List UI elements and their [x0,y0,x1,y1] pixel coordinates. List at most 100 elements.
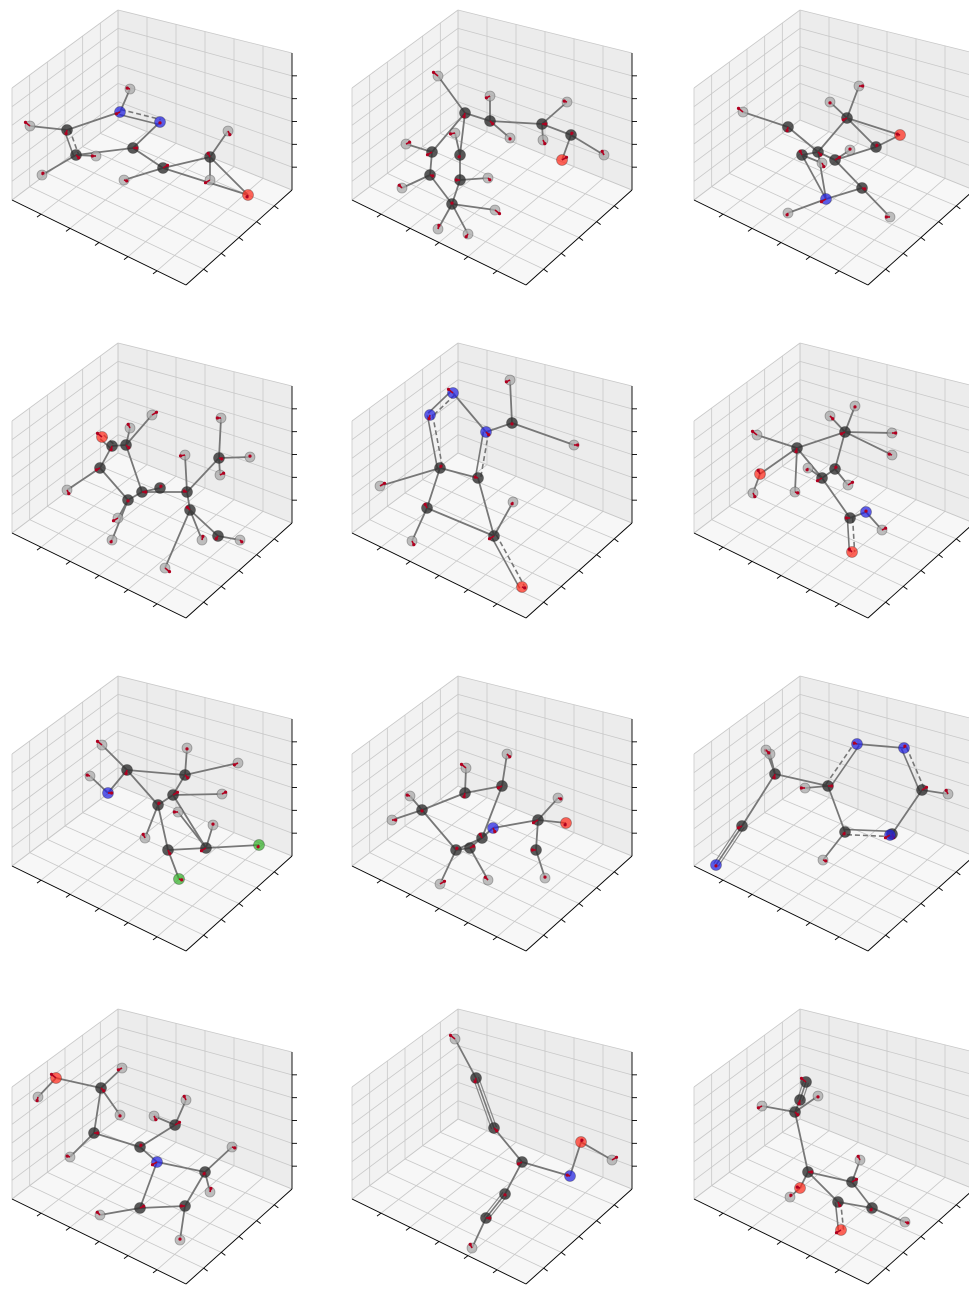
bond-aromatic [120,108,161,121]
bond [186,457,220,493]
bond [429,174,453,205]
force-arrow-head [472,844,476,848]
force-arrow-head [504,380,508,384]
force-arrow-head [795,1185,799,1189]
force-arrow-head [544,122,548,126]
bond [184,454,188,493]
force-arrow-head [144,490,148,494]
force-arrow-head [576,443,580,447]
pane-floor [352,786,632,951]
force-arrow-head [491,122,495,126]
axis-edges [11,1052,297,1285]
bond [379,467,441,487]
force-arrow-head [847,547,851,551]
force-arrow-head [65,1154,69,1158]
force-arrow-head [248,454,252,458]
force-arrow-head [220,457,224,461]
force-arrow-head [883,836,888,840]
bond [184,762,239,776]
force-arrow-head [819,153,823,157]
bond [431,112,466,153]
molecule-plot-11 [351,1008,637,1285]
force-arrow-head [924,785,929,789]
force-arrow-head [431,174,435,178]
bond [475,1077,495,1129]
bond [209,156,249,196]
force-arrow-head [861,84,865,88]
force-arrow-head [562,99,566,103]
force-arrow-head [224,790,228,794]
molecule-plot-7 [11,675,297,952]
force-arrow-head [215,416,219,420]
pane-floor [12,120,292,285]
bond [75,147,134,156]
force-arrow-head [228,133,232,137]
plot-panel-6 [682,333,969,623]
bond [29,125,68,131]
force-arrow-head [95,431,100,435]
force-arrow-head [842,832,846,836]
force-arrow-head [753,495,757,499]
force-arrow-head [186,776,190,780]
force-arrow-head [175,790,180,794]
force-arrow-head [95,1210,99,1214]
force-arrow-head [530,848,534,852]
bond [126,769,159,806]
force-arrow-head [412,543,416,547]
force-arrow-head [839,432,843,436]
bond [93,1132,141,1148]
bond [123,167,164,181]
force-arrow-head [85,773,89,777]
bond [427,390,452,414]
force-arrow-head [854,1177,859,1181]
force-arrow-head [109,540,113,544]
force-arrow-head [64,132,68,136]
force-arrow-head [884,526,888,530]
force-arrow-head [125,179,129,183]
bond-aromatic [851,517,856,552]
atoms [756,1076,911,1236]
pane-floor [12,453,292,618]
force-arrow-head [154,410,159,414]
bond [101,744,128,771]
bond [139,1124,176,1148]
force-arrow-head [810,1170,814,1174]
bond [846,117,877,148]
bond [132,121,161,149]
bond [787,126,819,153]
force-arrow-head [834,1231,839,1235]
force-arrow-head [211,822,215,826]
bond [437,75,466,114]
bond [834,159,863,189]
force-arrow-head [736,826,740,830]
force-arrow-head [462,115,466,119]
bond [794,1111,809,1173]
bond [474,431,485,478]
plot-panel-12 [682,999,969,1289]
force-arrow-head [150,1163,155,1167]
bond [759,447,798,475]
bond [487,1195,508,1220]
bond [426,467,441,509]
force-arrow-head [96,1131,100,1135]
force-arrow-head [182,489,186,493]
force-arrow-head [772,776,776,780]
bonds [713,742,949,867]
axis-edges [11,53,297,286]
force-arrow-head [844,516,848,520]
force-arrow-head [543,142,547,146]
force-arrow-head [125,86,129,90]
force-arrow-head [789,1193,793,1197]
force-arrow-head [232,763,236,767]
force-arrow-head [819,200,824,204]
force-arrow-head [497,212,502,216]
axis-edges [351,53,637,286]
force-arrow-head [448,1033,453,1037]
bond [55,1077,102,1089]
force-arrow-head [240,540,244,544]
molecule-plot-5 [351,342,637,619]
bond [459,112,466,156]
force-arrow-head [420,809,424,813]
force-arrow-head [875,143,879,147]
bond [439,849,457,885]
